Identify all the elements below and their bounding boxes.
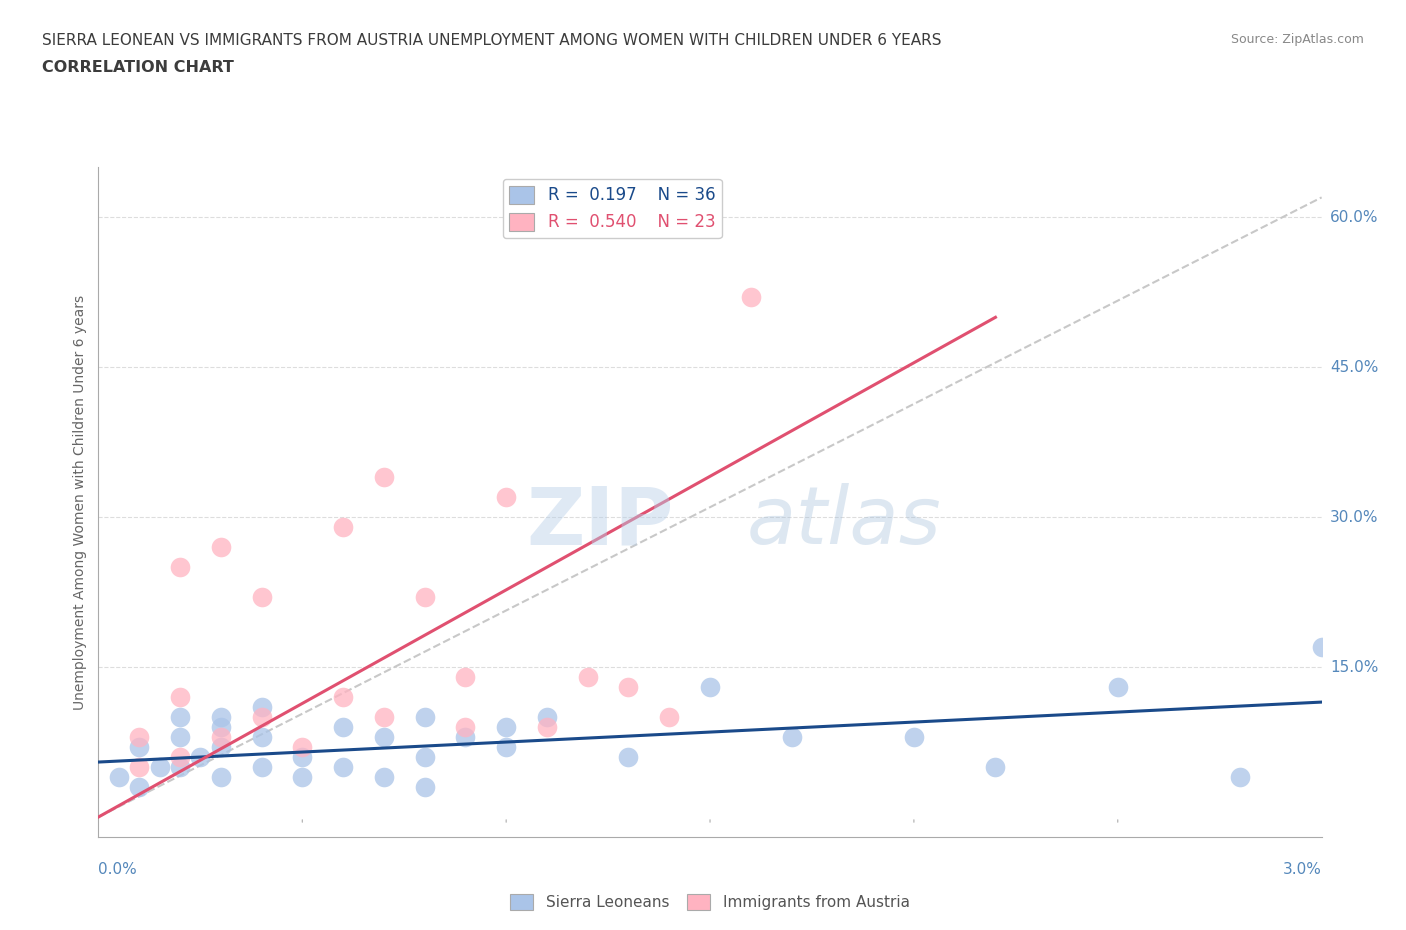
Point <box>149 760 172 775</box>
Point <box>169 750 191 764</box>
Point <box>188 750 212 764</box>
Point <box>128 730 150 745</box>
Text: 60.0%: 60.0% <box>1330 210 1378 225</box>
Point <box>1310 640 1333 655</box>
Text: atlas: atlas <box>747 484 942 562</box>
Point <box>1229 770 1251 785</box>
Point <box>332 720 354 735</box>
Point <box>108 770 131 785</box>
Point <box>536 720 558 735</box>
Point <box>332 760 354 775</box>
Point <box>169 710 191 724</box>
Text: SIERRA LEONEAN VS IMMIGRANTS FROM AUSTRIA UNEMPLOYMENT AMONG WOMEN WITH CHILDREN: SIERRA LEONEAN VS IMMIGRANTS FROM AUSTRI… <box>42 33 942 47</box>
Point <box>1107 680 1129 695</box>
Point <box>617 750 640 764</box>
Point <box>699 680 721 695</box>
Point <box>169 560 191 575</box>
Point <box>373 770 395 785</box>
Point <box>413 590 436 604</box>
Point <box>413 750 436 764</box>
Point <box>576 670 599 684</box>
Point <box>495 720 517 735</box>
Point <box>495 490 517 505</box>
Point <box>454 730 477 745</box>
Point <box>209 720 232 735</box>
Y-axis label: Unemployment Among Women with Children Under 6 years: Unemployment Among Women with Children U… <box>73 295 87 710</box>
Point <box>209 770 232 785</box>
Point <box>209 739 232 754</box>
Point <box>617 680 640 695</box>
Point <box>413 779 436 794</box>
Point <box>250 590 273 604</box>
Point <box>332 520 354 535</box>
Text: 45.0%: 45.0% <box>1330 360 1378 375</box>
Point <box>291 739 314 754</box>
Point <box>984 760 1007 775</box>
Text: 3.0%: 3.0% <box>1282 862 1322 877</box>
Point <box>128 760 150 775</box>
Text: 30.0%: 30.0% <box>1330 510 1378 525</box>
Point <box>250 699 273 714</box>
Point <box>536 710 558 724</box>
Text: ZIP: ZIP <box>526 484 673 562</box>
Point <box>250 710 273 724</box>
Point <box>169 730 191 745</box>
Point <box>740 290 762 305</box>
Point <box>209 730 232 745</box>
Point <box>373 470 395 485</box>
Legend: Sierra Leoneans, Immigrants from Austria: Sierra Leoneans, Immigrants from Austria <box>505 887 915 916</box>
Point <box>373 730 395 745</box>
Point <box>413 710 436 724</box>
Point <box>128 739 150 754</box>
Text: Source: ZipAtlas.com: Source: ZipAtlas.com <box>1230 33 1364 46</box>
Point <box>250 760 273 775</box>
Point <box>454 720 477 735</box>
Point <box>169 690 191 705</box>
Point <box>903 730 925 745</box>
Text: 15.0%: 15.0% <box>1330 659 1378 674</box>
Point <box>373 710 395 724</box>
Text: 0.0%: 0.0% <box>98 862 138 877</box>
Point <box>332 690 354 705</box>
Point <box>169 760 191 775</box>
Point <box>454 670 477 684</box>
Point <box>658 710 681 724</box>
Point <box>291 770 314 785</box>
Text: CORRELATION CHART: CORRELATION CHART <box>42 60 233 75</box>
Point <box>128 779 150 794</box>
Point <box>780 730 803 745</box>
Point <box>250 730 273 745</box>
Point <box>209 710 232 724</box>
Point <box>495 739 517 754</box>
Point <box>291 750 314 764</box>
Point <box>209 539 232 554</box>
